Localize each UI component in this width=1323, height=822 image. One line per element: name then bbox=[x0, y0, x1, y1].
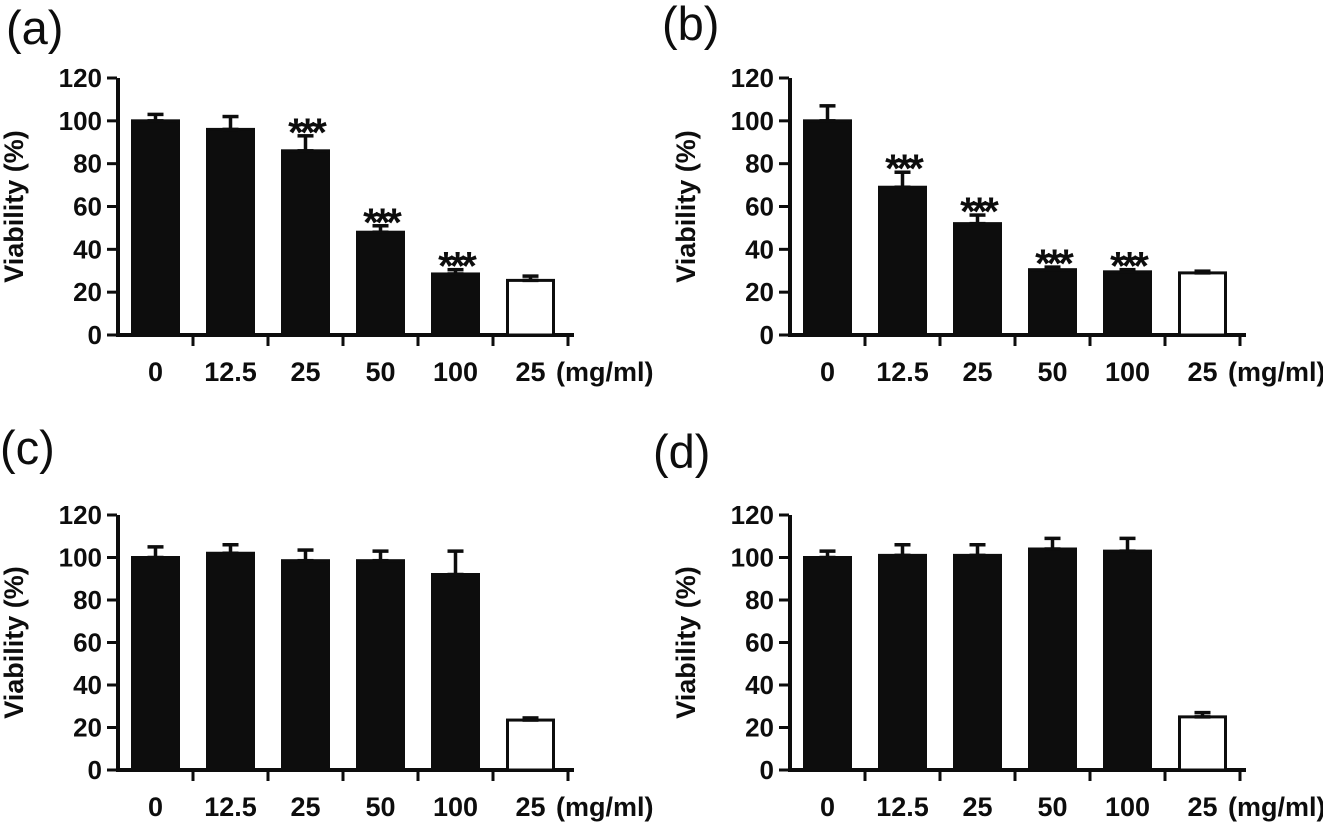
y-tick-label: 40 bbox=[745, 670, 774, 700]
significance-marker: *** bbox=[960, 190, 999, 234]
x-category-label: 0 bbox=[820, 357, 835, 387]
y-tick-label: 100 bbox=[731, 106, 774, 136]
x-unit-label: (mg/ml) bbox=[556, 357, 654, 387]
x-category-label: 25 bbox=[515, 357, 545, 387]
y-tick-label: 120 bbox=[731, 63, 774, 93]
bar bbox=[506, 278, 555, 337]
bar bbox=[131, 119, 180, 337]
panel-label-b: (b) bbox=[662, 0, 720, 50]
bar bbox=[1028, 547, 1077, 772]
y-tick-label: 0 bbox=[88, 755, 102, 785]
x-category-label: 25 bbox=[962, 357, 992, 387]
x-category-label: 0 bbox=[148, 792, 163, 822]
bar bbox=[953, 553, 1002, 772]
y-tick-label: 60 bbox=[73, 628, 102, 658]
y-axis-title: Viability (%) bbox=[671, 566, 701, 719]
bar bbox=[1103, 549, 1152, 772]
y-tick-label: 20 bbox=[73, 277, 102, 307]
significance-marker: *** bbox=[288, 111, 327, 155]
x-category-label: 0 bbox=[820, 792, 835, 822]
y-tick-label: 40 bbox=[745, 234, 774, 264]
y-tick-label: 0 bbox=[760, 320, 774, 350]
x-category-label: 25 bbox=[515, 792, 545, 822]
y-axis-title: Viability (%) bbox=[671, 130, 701, 283]
x-category-label: 25 bbox=[1187, 792, 1217, 822]
y-tick-label: 60 bbox=[745, 192, 774, 222]
y-tick-label: 0 bbox=[760, 755, 774, 785]
bar bbox=[206, 127, 255, 337]
bar bbox=[803, 119, 852, 337]
x-category-label: 12.5 bbox=[204, 792, 257, 822]
bar bbox=[356, 230, 405, 337]
y-tick-label: 80 bbox=[745, 585, 774, 615]
x-category-label: 25 bbox=[290, 357, 320, 387]
y-tick-label: 60 bbox=[73, 192, 102, 222]
y-tick-label: 0 bbox=[88, 320, 102, 350]
significance-marker: *** bbox=[1035, 242, 1074, 286]
x-category-label: 0 bbox=[148, 357, 163, 387]
bar bbox=[1178, 715, 1227, 772]
bar bbox=[356, 559, 405, 772]
y-tick-label: 80 bbox=[73, 585, 102, 615]
y-tick-label: 100 bbox=[731, 543, 774, 573]
y-tick-label: 120 bbox=[59, 63, 102, 93]
panel-label-a: (a) bbox=[6, 1, 64, 54]
significance-marker: *** bbox=[1110, 245, 1149, 289]
y-tick-label: 20 bbox=[745, 277, 774, 307]
y-axis-title: Viability (%) bbox=[0, 566, 29, 719]
y-tick-label: 120 bbox=[59, 500, 102, 530]
bar bbox=[878, 185, 927, 337]
x-unit-label: (mg/ml) bbox=[556, 792, 654, 822]
x-category-label: 50 bbox=[365, 357, 395, 387]
bar bbox=[131, 556, 180, 772]
x-category-label: 50 bbox=[1037, 792, 1067, 822]
y-tick-label: 100 bbox=[59, 543, 102, 573]
y-axis-title: Viability (%) bbox=[0, 130, 29, 283]
significance-marker: *** bbox=[363, 201, 402, 245]
bar-chart-a: 0 20 40 60 80 100 120 0 12.5 *** 25 *** 50 *** 100 25 (m… bbox=[0, 63, 654, 387]
significance-marker: *** bbox=[438, 245, 477, 289]
x-category-label: 12.5 bbox=[204, 357, 257, 387]
x-category-label: 12.5 bbox=[876, 792, 929, 822]
bar bbox=[1178, 271, 1227, 337]
bar bbox=[803, 556, 852, 772]
x-unit-label: (mg/ml) bbox=[1228, 792, 1323, 822]
panel-label-c: (c) bbox=[0, 421, 55, 474]
y-tick-label: 100 bbox=[59, 106, 102, 136]
significance-marker: *** bbox=[885, 147, 924, 191]
y-tick-label: 120 bbox=[731, 500, 774, 530]
x-category-label: 100 bbox=[1105, 792, 1150, 822]
y-tick-label: 20 bbox=[73, 713, 102, 743]
bar bbox=[953, 222, 1002, 337]
bar-chart-d: 0 20 40 60 80 100 120 0 12.5 25 50 100 25 (mg/ml) Viab… bbox=[671, 500, 1323, 822]
y-tick-label: 80 bbox=[745, 149, 774, 179]
panel-label-d: (d) bbox=[653, 425, 711, 478]
x-category-label: 100 bbox=[433, 357, 478, 387]
y-tick-label: 80 bbox=[73, 149, 102, 179]
y-tick-label: 20 bbox=[745, 713, 774, 743]
x-category-label: 50 bbox=[1037, 357, 1067, 387]
y-tick-label: 60 bbox=[745, 628, 774, 658]
bar-chart-b: 0 20 40 60 80 100 120 0 *** 12.5 *** 25 *** 50 *** 100 2… bbox=[671, 63, 1323, 387]
x-category-label: 100 bbox=[1105, 357, 1150, 387]
bar-chart-c: 0 20 40 60 80 100 120 0 12.5 25 50 100 25 (mg/ml) Viab… bbox=[0, 500, 654, 822]
bar bbox=[206, 551, 255, 772]
bar bbox=[506, 718, 555, 772]
bar bbox=[281, 559, 330, 772]
bar bbox=[878, 553, 927, 772]
x-category-label: 12.5 bbox=[876, 357, 929, 387]
x-category-label: 50 bbox=[365, 792, 395, 822]
x-unit-label: (mg/ml) bbox=[1228, 357, 1323, 387]
x-category-label: 25 bbox=[1187, 357, 1217, 387]
bar bbox=[281, 149, 330, 337]
x-category-label: 25 bbox=[290, 792, 320, 822]
y-tick-label: 40 bbox=[73, 234, 102, 264]
bar bbox=[431, 573, 480, 772]
x-category-label: 100 bbox=[433, 792, 478, 822]
x-category-label: 25 bbox=[962, 792, 992, 822]
y-tick-label: 40 bbox=[73, 670, 102, 700]
bar bbox=[1103, 270, 1152, 337]
